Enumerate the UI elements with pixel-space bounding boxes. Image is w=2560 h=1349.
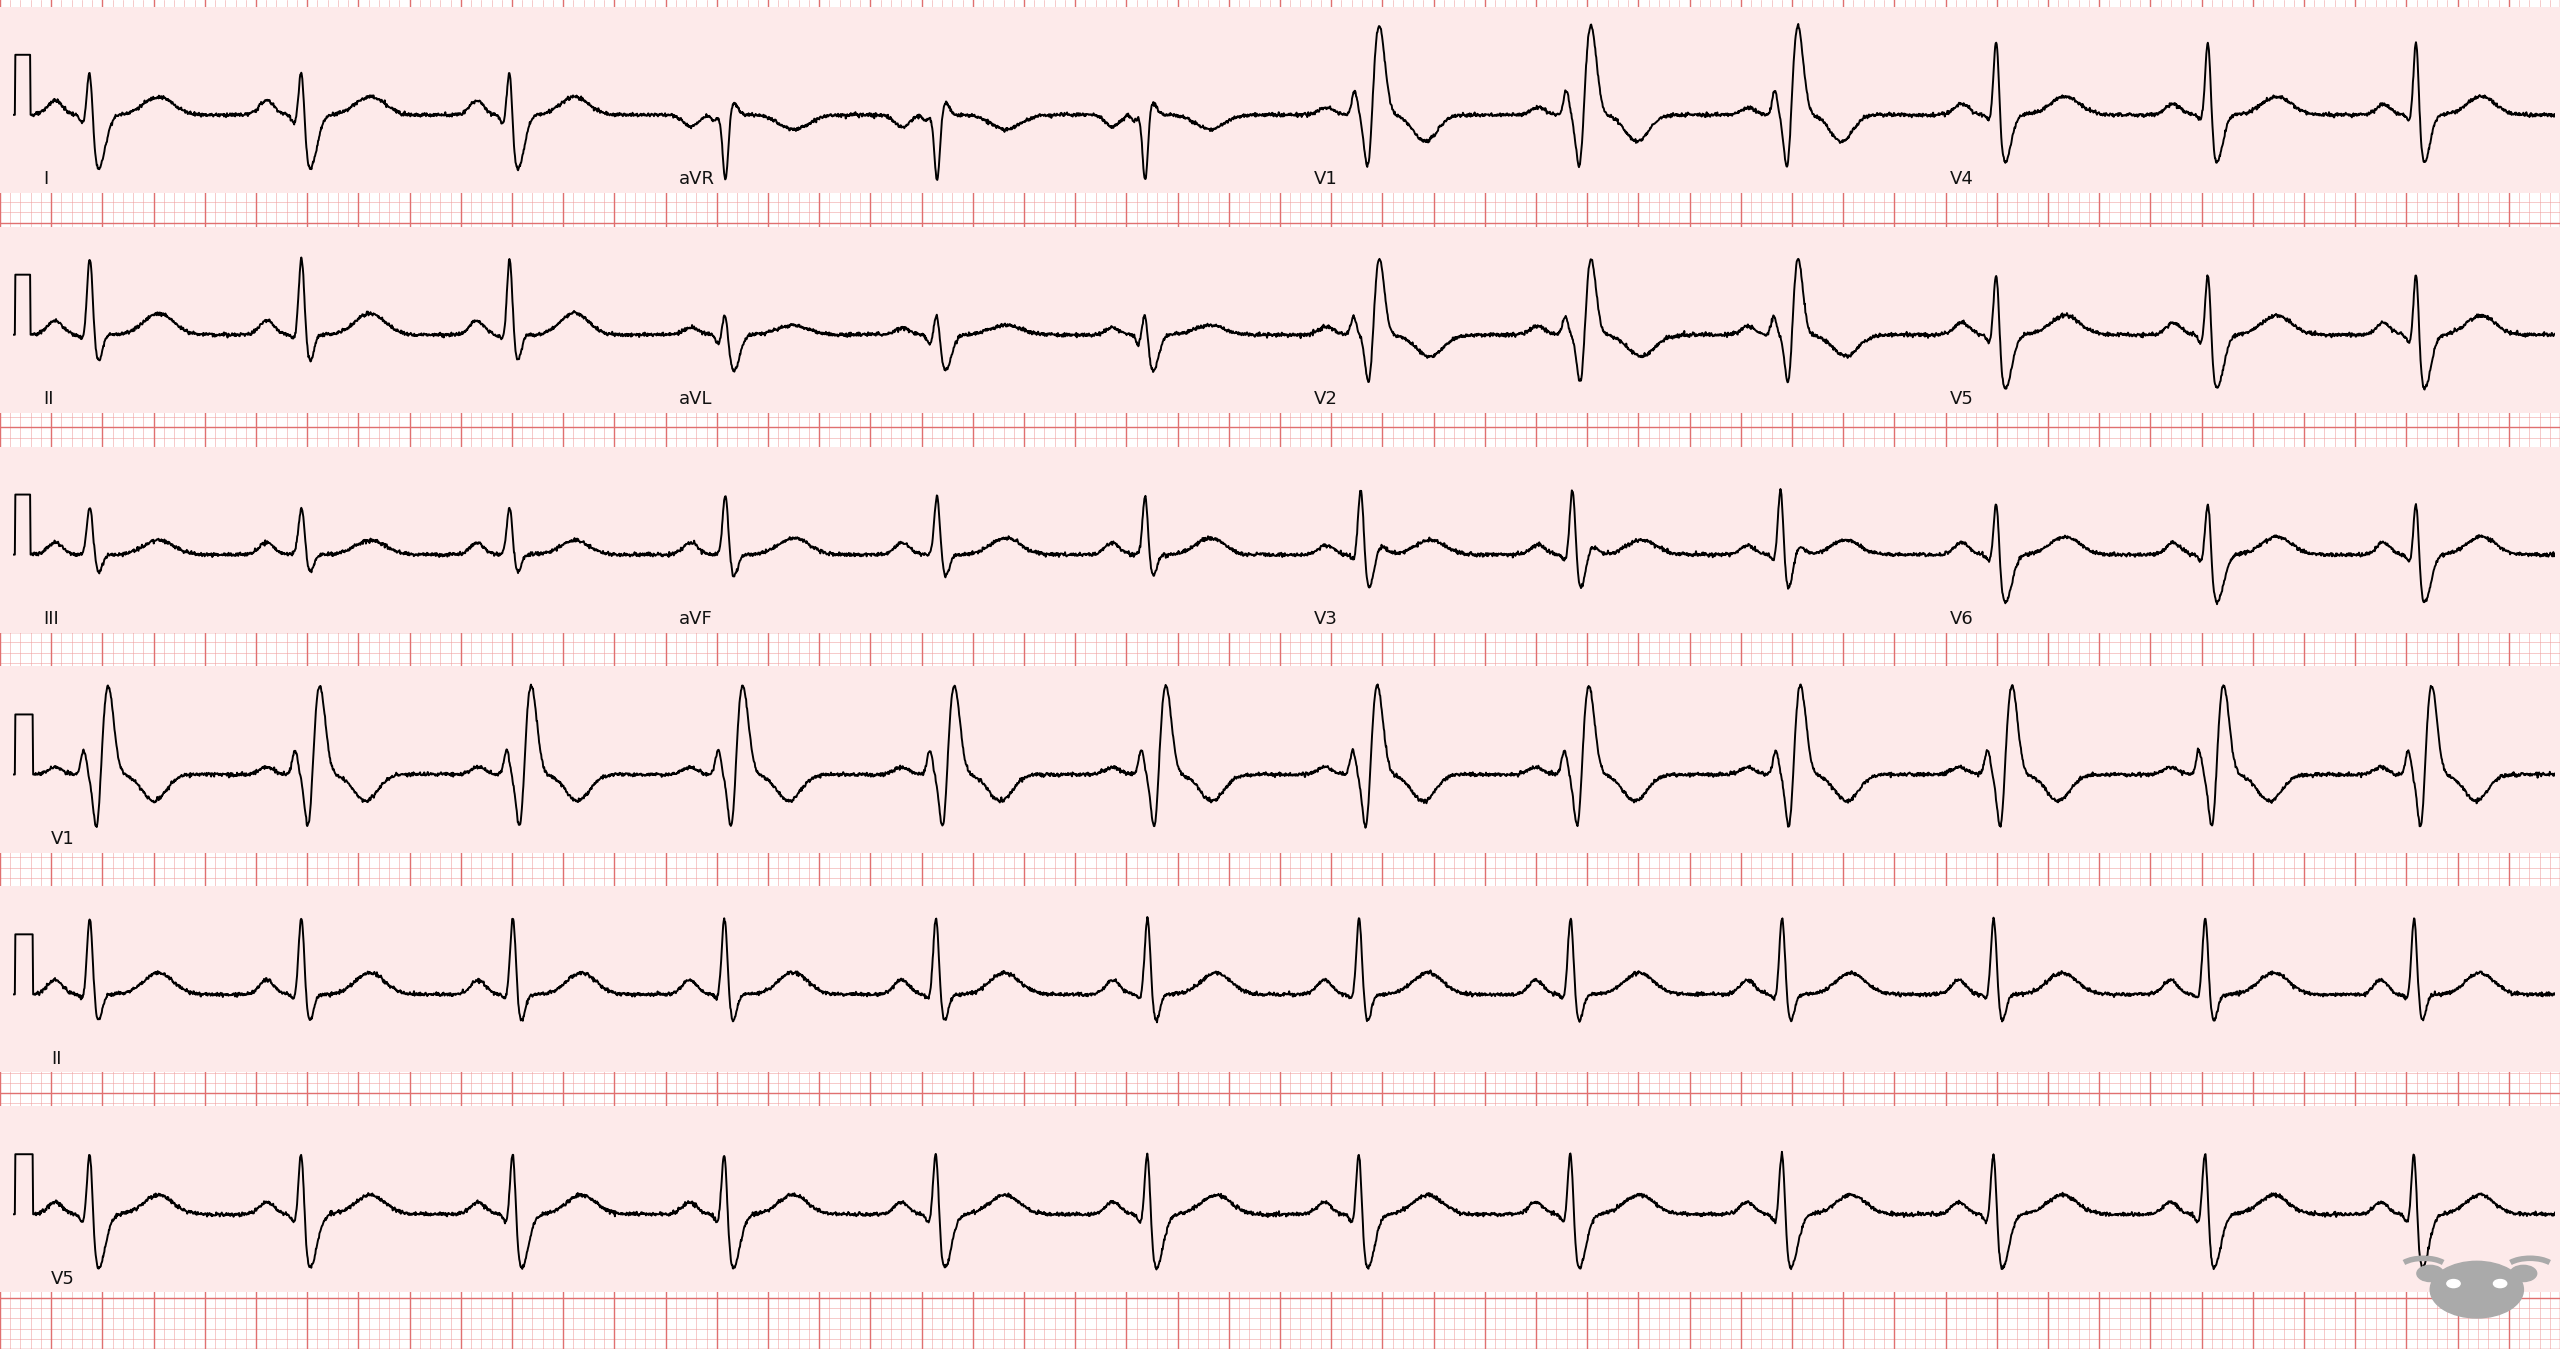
Text: aVF: aVF [678, 610, 712, 629]
Text: aVR: aVR [678, 170, 714, 189]
Text: V5: V5 [1951, 390, 1974, 409]
Text: V1: V1 [1313, 170, 1339, 189]
Wedge shape [2450, 1290, 2504, 1306]
Text: I: I [44, 170, 49, 189]
Circle shape [2417, 1265, 2442, 1282]
Circle shape [2429, 1261, 2524, 1318]
Text: V3: V3 [1313, 610, 1339, 629]
Text: V4: V4 [1951, 170, 1974, 189]
Text: V6: V6 [1951, 610, 1974, 629]
Text: II: II [44, 390, 54, 409]
Text: V5: V5 [51, 1269, 74, 1288]
Text: III: III [44, 610, 59, 629]
Circle shape [2447, 1279, 2460, 1287]
Text: aVL: aVL [678, 390, 712, 409]
Text: II: II [51, 1050, 61, 1068]
Circle shape [2493, 1279, 2506, 1287]
Text: V1: V1 [51, 830, 74, 849]
Text: V2: V2 [1313, 390, 1339, 409]
Circle shape [2511, 1265, 2537, 1282]
